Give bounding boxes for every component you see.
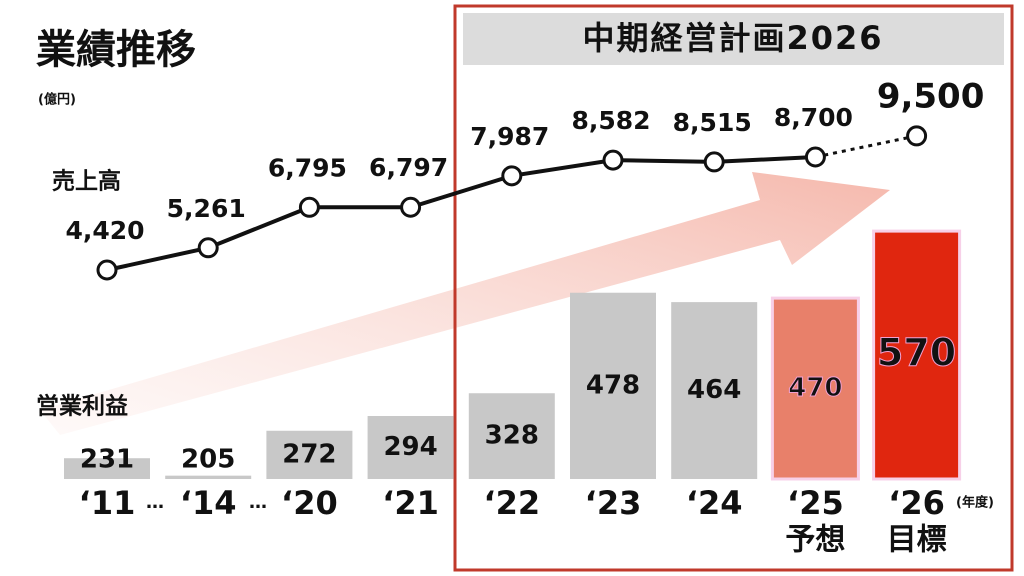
bar-value-label: 205 — [181, 445, 235, 475]
plan-title: 中期経営計画2026 — [582, 19, 883, 57]
x-tick-label: ‘26 — [888, 484, 945, 522]
chart-title: 業績推移 — [36, 27, 196, 73]
bar-value-label: 231 — [80, 445, 134, 475]
bar — [468, 393, 555, 479]
plan-frame — [453, 4, 1014, 572]
revenue-value-label: 5,261 — [167, 194, 246, 223]
bar-value-label: 478 — [586, 370, 640, 400]
revenue-line — [106, 155, 816, 272]
revenue-point — [298, 196, 320, 218]
bar — [64, 458, 150, 479]
revenue-value-label: 9,500 — [877, 77, 985, 117]
revenue-value-label: 6,797 — [369, 153, 448, 182]
x-tick-label: ‘21 — [382, 484, 439, 522]
bar-value-label: 328 — [485, 421, 539, 451]
bar-value-label: 470 — [788, 373, 842, 403]
revenue-point — [501, 165, 523, 187]
bar — [266, 430, 353, 479]
bar-value-label: 272 — [282, 439, 336, 469]
bar-value-label: 464 — [687, 375, 741, 405]
x-tick-label: ‘20 — [281, 484, 338, 522]
revenue-point — [602, 149, 624, 171]
x-tick-label: ‘11 — [79, 484, 136, 522]
x-tick-note: 予想 — [785, 523, 845, 558]
x-tick-note: 目標 — [887, 523, 947, 558]
bar-value-label: 294 — [383, 432, 437, 462]
revenue-value-label: 7,987 — [470, 122, 549, 151]
bar — [671, 302, 758, 479]
bar — [872, 229, 962, 481]
revenue-line-forecast — [815, 134, 917, 159]
revenue-point — [703, 151, 725, 173]
bar — [367, 416, 454, 479]
series-label: 営業利益 — [36, 393, 128, 420]
plan-header — [463, 13, 1004, 65]
bar — [570, 292, 656, 479]
x-tick-label: ‘23 — [585, 484, 642, 522]
revenue-value-label: 8,515 — [673, 108, 752, 137]
bar — [770, 296, 860, 481]
revenue-value-label: 8,582 — [571, 106, 650, 135]
revenue-point — [906, 125, 928, 147]
revenue-point — [804, 146, 826, 168]
bar-value-label: 570 — [877, 331, 956, 375]
revenue-point — [400, 196, 422, 218]
x-unit-label: (年度) — [956, 495, 994, 511]
revenue-point — [96, 259, 118, 281]
revenue-value-label: 8,700 — [774, 103, 853, 132]
series-label: 売上高 — [52, 168, 121, 195]
unit-label: (億円) — [38, 92, 76, 108]
x-tick-label: ‘25 — [787, 484, 844, 522]
revenue-value-label: 6,795 — [268, 153, 347, 182]
revenue-point — [197, 237, 219, 259]
gap-marker: … — [146, 492, 164, 513]
x-tick-label: ‘14 — [180, 484, 237, 522]
bar — [165, 475, 252, 479]
x-tick-label: ‘22 — [483, 484, 540, 522]
x-tick-label: ‘24 — [686, 484, 743, 522]
revenue-value-label: 4,420 — [65, 216, 144, 245]
trend-arrow — [40, 172, 890, 435]
gap-marker: … — [249, 492, 267, 513]
